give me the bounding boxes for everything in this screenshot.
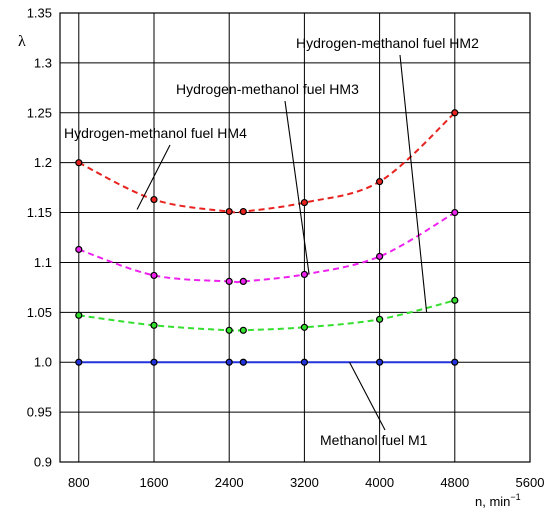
data-point-0-4 xyxy=(300,198,308,207)
x-axis-label: n, min−1 xyxy=(475,492,521,509)
data-point-1-0 xyxy=(75,245,83,254)
plot-frame xyxy=(59,12,531,463)
y-tick-label-2: 1.0 xyxy=(34,355,52,370)
data-point-3-2 xyxy=(225,358,233,366)
series-line-1 xyxy=(78,211,456,284)
annotation-leader-2 xyxy=(399,54,428,313)
tick-labels: 800 1600 2400 3200 4000 4800 5600 0.9 0.95 1.0 1.0… xyxy=(27,6,545,491)
annotations: Hydrogen-methanol fuel HM4 Hydrogen-metha… xyxy=(64,35,479,448)
x-tick-label-0: 800 xyxy=(68,475,90,490)
annotation-leader-0 xyxy=(136,144,171,210)
data-point-1-6 xyxy=(451,208,459,217)
x-axis-label-text: n, min xyxy=(475,494,510,509)
y-tick-label-4: 1.1 xyxy=(34,255,52,270)
data-point-1-3 xyxy=(239,277,247,286)
data-point-0-5 xyxy=(376,178,384,186)
data-point-3-6 xyxy=(451,358,459,366)
y-tick-label-0: 0.9 xyxy=(34,455,52,470)
annotation-leader-3 xyxy=(349,361,386,431)
data-points xyxy=(75,109,459,366)
annotation-label-3: Methanol fuel M1 xyxy=(320,432,428,448)
x-tick-label-6: 5600 xyxy=(516,475,545,490)
x-tick-label-3: 3200 xyxy=(290,475,319,490)
y-tick-label-8: 1.3 xyxy=(34,55,52,70)
data-point-1-4 xyxy=(300,270,308,279)
data-point-2-3 xyxy=(239,326,247,334)
data-point-1-2 xyxy=(225,277,233,286)
y-tick-label-7: 1.25 xyxy=(27,105,52,120)
y-tick-label-6: 1.2 xyxy=(34,155,52,170)
data-point-1-1 xyxy=(150,271,158,280)
data-point-1-5 xyxy=(376,252,384,261)
data-point-3-4 xyxy=(300,358,308,366)
data-point-2-4 xyxy=(300,323,308,331)
x-tick-label-4: 4000 xyxy=(365,475,394,490)
data-point-0-3 xyxy=(239,207,247,216)
y-tick-label-9: 1.35 xyxy=(27,6,52,21)
data-point-3-1 xyxy=(150,358,158,366)
annotation-label-0: Hydrogen-methanol fuel HM4 xyxy=(64,125,247,141)
x-tick-label-1: 1600 xyxy=(140,475,169,490)
data-point-2-5 xyxy=(376,315,384,323)
annotation-label-2: Hydrogen-methanol fuel HM2 xyxy=(296,35,479,51)
data-point-3-5 xyxy=(376,358,384,366)
x-tick-label-2: 2400 xyxy=(215,475,244,490)
data-point-2-2 xyxy=(225,326,233,334)
y-tick-label-5: 1.15 xyxy=(27,205,52,220)
y-tick-label-3: 1.05 xyxy=(27,305,52,320)
series-line-2 xyxy=(78,299,456,332)
x-axis-label-exponent: −1 xyxy=(510,492,520,502)
data-point-0-1 xyxy=(150,195,158,204)
data-point-0-6 xyxy=(451,109,459,117)
y-tick-label-1: 0.95 xyxy=(27,405,52,420)
data-point-3-3 xyxy=(239,358,247,366)
series-lines xyxy=(78,112,456,364)
y-axis-label: λ xyxy=(18,33,26,50)
data-point-3-0 xyxy=(75,358,83,366)
annotation-leader-1 xyxy=(284,100,310,275)
axes xyxy=(59,12,531,463)
data-point-0-0 xyxy=(75,159,83,167)
data-point-2-0 xyxy=(75,311,83,319)
data-point-2-6 xyxy=(451,296,459,304)
data-point-2-1 xyxy=(150,321,158,329)
annotation-label-1: Hydrogen-methanol fuel HM3 xyxy=(176,81,359,97)
x-tick-label-5: 4800 xyxy=(440,475,469,490)
data-point-0-2 xyxy=(225,207,233,216)
